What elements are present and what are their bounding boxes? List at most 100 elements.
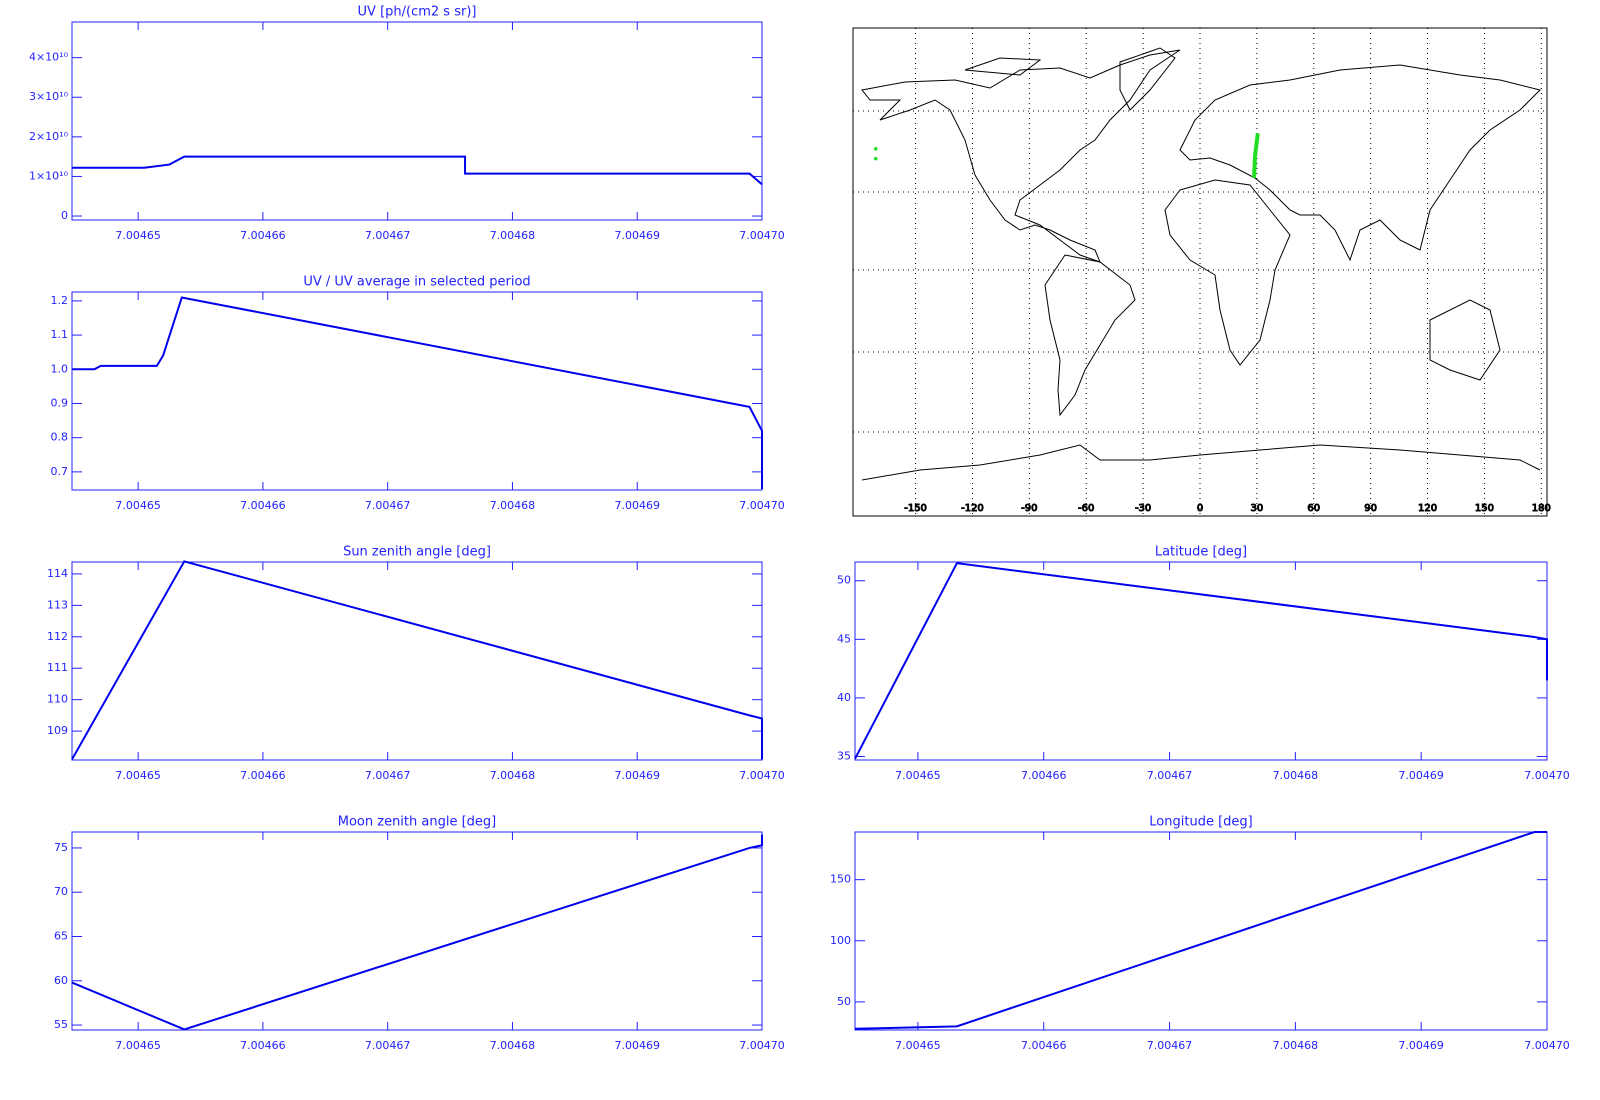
x-tick-label: 7.00466	[240, 229, 286, 242]
y-tick-label: 111	[47, 661, 68, 674]
y-tick-label: 4×10¹⁰	[29, 51, 69, 64]
chart-title: UV / UV average in selected period	[303, 275, 530, 290]
plot-frame	[854, 561, 1548, 761]
y-tick-label: 100	[830, 934, 851, 947]
x-tick-label: 7.00469	[1398, 1039, 1444, 1052]
y-tick-label: 60	[54, 974, 68, 987]
y-tick-label: 70	[54, 885, 68, 898]
y-tick-label: 0	[61, 209, 68, 222]
x-tick-label: 7.00466	[1021, 1039, 1067, 1052]
y-tick-label: 35	[837, 749, 851, 762]
y-tick-label: 40	[837, 691, 851, 704]
chart-title: Longitude [deg]	[1149, 815, 1252, 830]
y-tick-label: 0.8	[51, 431, 69, 444]
x-tick-label: 7.00465	[895, 769, 941, 782]
chart-title: Sun zenith angle [deg]	[343, 545, 491, 560]
data-line	[72, 155, 763, 186]
x-tick-label: -150	[904, 503, 927, 514]
y-tick-label: 2×10¹⁰	[29, 130, 69, 143]
y-tick-label: 0.7	[51, 465, 69, 478]
x-tick-label: 7.00469	[614, 769, 660, 782]
x-tick-label: 7.00470	[739, 769, 785, 782]
x-tick-label: 120	[1418, 503, 1437, 514]
x-tick-label: 0	[1197, 503, 1203, 514]
x-tick-label: -30	[1135, 503, 1151, 514]
data-line	[72, 296, 763, 489]
chart-title: Moon zenith angle [deg]	[338, 815, 496, 830]
continent	[1179, 64, 1541, 262]
y-tick-label: 1.1	[51, 328, 69, 341]
plot-frame	[71, 831, 763, 1031]
continent	[1044, 254, 1136, 417]
x-tick-label: 7.00467	[365, 229, 411, 242]
plot-frame	[71, 21, 763, 221]
y-tick-label: 65	[54, 929, 68, 942]
x-tick-label: 7.00466	[1021, 769, 1067, 782]
x-tick-label: 60	[1307, 503, 1320, 514]
y-tick-label: 114	[47, 567, 68, 580]
continent	[861, 444, 1541, 481]
continent	[1429, 299, 1501, 381]
x-tick-label: 7.00470	[739, 229, 785, 242]
x-tick-label: 7.00468	[1273, 1039, 1319, 1052]
track-point	[873, 156, 878, 161]
track	[1252, 133, 1260, 178]
x-tick-label: 7.00468	[1273, 769, 1319, 782]
x-tick-label: 7.00468	[490, 499, 536, 512]
y-tick-label: 3×10¹⁰	[29, 90, 69, 103]
x-tick-label: 180	[1532, 503, 1551, 514]
x-tick-label: 150	[1475, 503, 1494, 514]
y-tick-label: 112	[47, 630, 68, 643]
x-tick-label: 7.00467	[365, 499, 411, 512]
x-tick-label: 7.00469	[614, 1039, 660, 1052]
x-tick-label: 7.00467	[1147, 1039, 1193, 1052]
x-tick-label: -90	[1021, 503, 1037, 514]
y-tick-label: 1×10¹⁰	[29, 169, 69, 182]
y-tick-label: 150	[830, 873, 851, 886]
x-tick-label: -60	[1078, 503, 1094, 514]
data-line	[854, 562, 1548, 760]
continent	[861, 49, 1181, 263]
x-tick-label: 7.00466	[240, 769, 286, 782]
data-line	[71, 834, 763, 1031]
x-tick-label: 90	[1364, 503, 1377, 514]
x-tick-label: 7.00465	[115, 499, 161, 512]
x-tick-label: 7.00466	[240, 1039, 286, 1052]
x-tick-label: 7.00465	[115, 229, 161, 242]
chart-title: UV [ph/(cm2 s sr)]	[358, 5, 477, 20]
y-tick-label: 50	[837, 995, 851, 1008]
continent	[1119, 47, 1176, 111]
y-tick-label: 110	[47, 693, 68, 706]
x-tick-label: 7.00470	[739, 499, 785, 512]
data-line	[71, 560, 763, 760]
x-tick-label: 7.00470	[1524, 1039, 1570, 1052]
x-tick-label: 7.00470	[1524, 769, 1570, 782]
y-tick-label: 0.9	[51, 396, 69, 409]
x-tick-label: 7.00467	[1147, 769, 1193, 782]
x-tick-label: 7.00469	[614, 499, 660, 512]
y-tick-label: 109	[47, 724, 68, 737]
y-tick-label: 1.0	[51, 362, 69, 375]
x-tick-label: 7.00469	[614, 229, 660, 242]
x-tick-label: 30	[1251, 503, 1264, 514]
y-tick-label: 75	[54, 841, 68, 854]
plot-frame	[71, 291, 763, 491]
plot-frame	[71, 561, 763, 761]
world-map: -150 -120 -90 -60 -30 0 30 60 90 120 150 180	[852, 27, 1551, 517]
continent	[964, 57, 1042, 76]
x-tick-label: -120	[961, 503, 984, 514]
x-tick-label: 7.00468	[490, 1039, 536, 1052]
continent	[1164, 179, 1291, 366]
plot-frame	[854, 831, 1548, 1031]
data-line	[854, 831, 1547, 1030]
x-tick-label: 7.00470	[739, 1039, 785, 1052]
chart-title: Latitude [deg]	[1155, 545, 1247, 560]
x-tick-label: 7.00468	[490, 229, 536, 242]
track-point	[873, 147, 878, 151]
y-tick-label: 50	[837, 574, 851, 587]
x-tick-label: 7.00465	[115, 769, 161, 782]
x-tick-label: 7.00469	[1398, 769, 1444, 782]
y-tick-label: 1.2	[51, 294, 69, 307]
